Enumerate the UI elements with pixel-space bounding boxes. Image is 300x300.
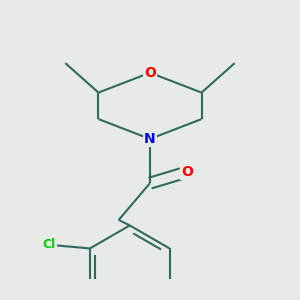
Text: O: O (144, 66, 156, 80)
Text: N: N (144, 132, 156, 146)
Text: Cl: Cl (43, 238, 56, 251)
Text: O: O (181, 165, 193, 179)
